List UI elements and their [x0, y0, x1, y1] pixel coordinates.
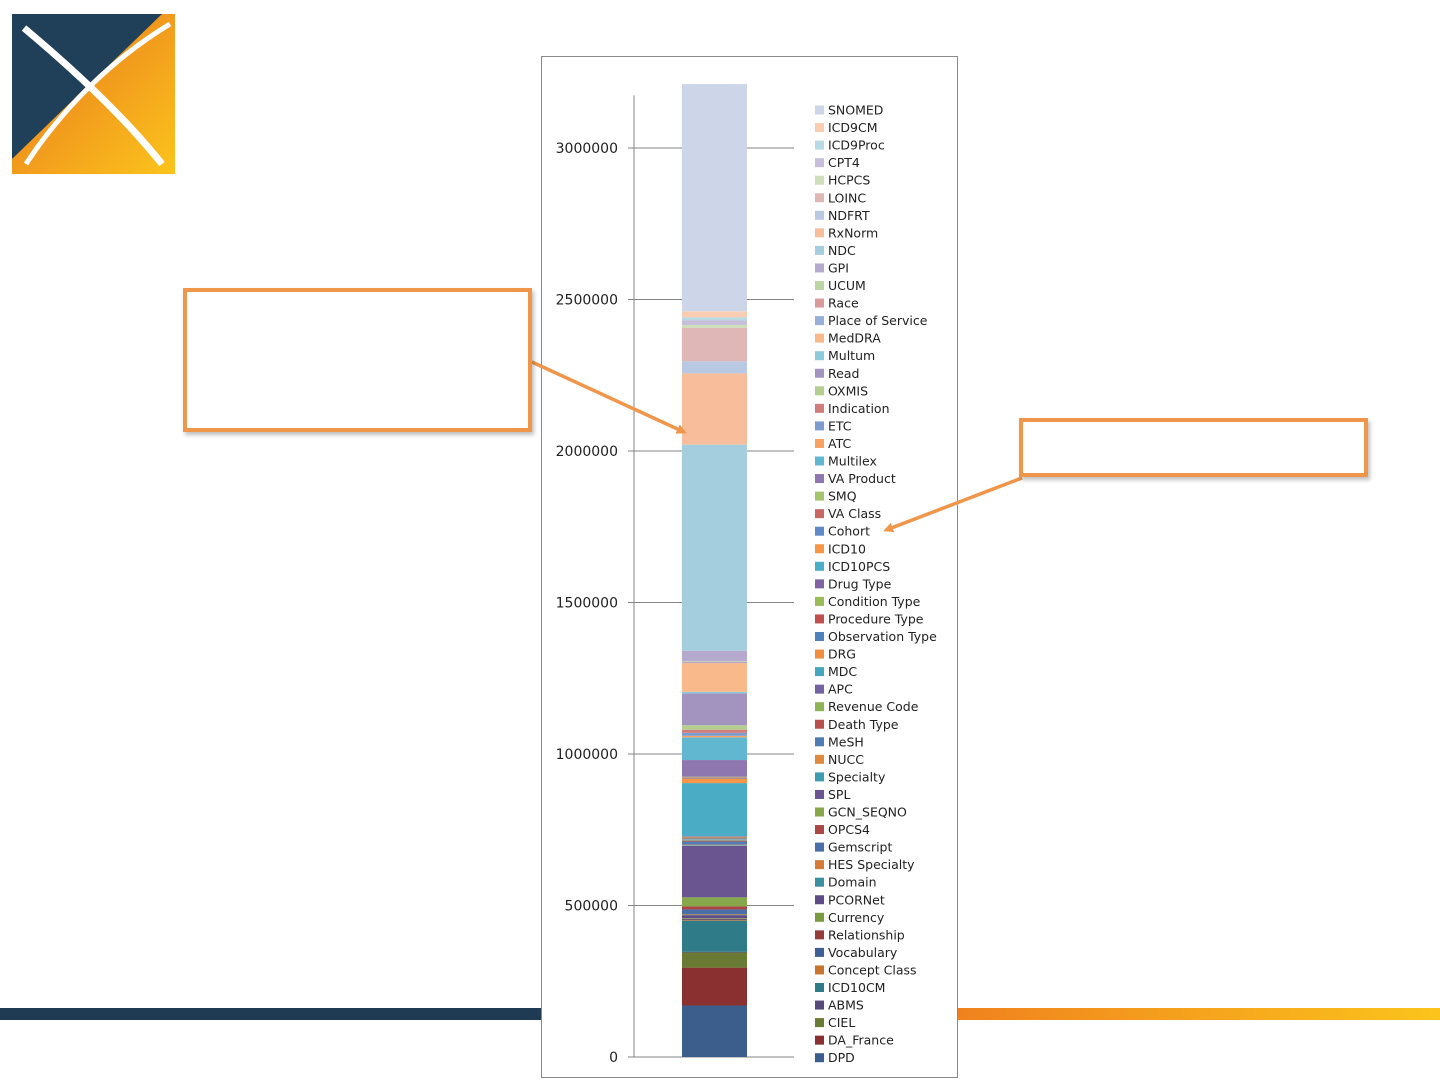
- callout-text-right: [1023, 422, 1364, 438]
- chart-frame: [541, 56, 958, 1078]
- footer-bar-right: [958, 1008, 1440, 1020]
- callout-box-left: [183, 288, 532, 432]
- callout-text-left: [187, 292, 528, 308]
- ohdsi-x-logo-icon: [12, 14, 175, 174]
- callout-box-right: [1019, 418, 1368, 477]
- footer-bar-left: [0, 1008, 545, 1020]
